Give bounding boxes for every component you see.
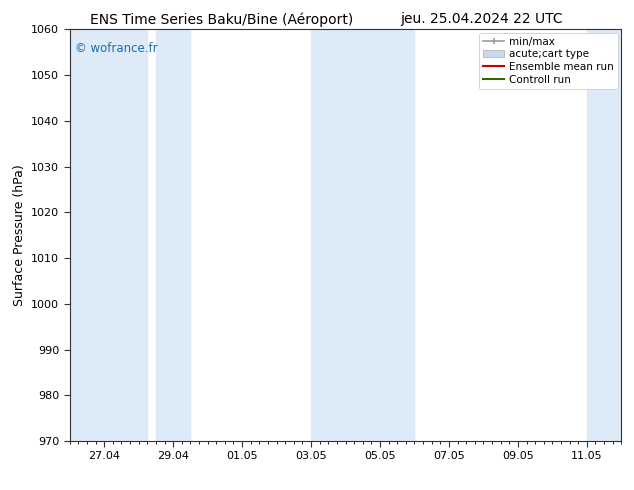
Text: ENS Time Series Baku/Bine (Aéroport): ENS Time Series Baku/Bine (Aéroport) (90, 12, 354, 27)
Bar (587, 29, 621, 441)
Bar (156, 29, 190, 441)
Text: jeu. 25.04.2024 22 UTC: jeu. 25.04.2024 22 UTC (401, 12, 563, 26)
Legend: min/max, acute;cart type, Ensemble mean run, Controll run: min/max, acute;cart type, Ensemble mean … (479, 32, 618, 89)
Y-axis label: Surface Pressure (hPa): Surface Pressure (hPa) (13, 164, 25, 306)
Bar (70, 29, 147, 441)
Bar (311, 29, 415, 441)
Text: © wofrance.fr: © wofrance.fr (75, 42, 158, 55)
